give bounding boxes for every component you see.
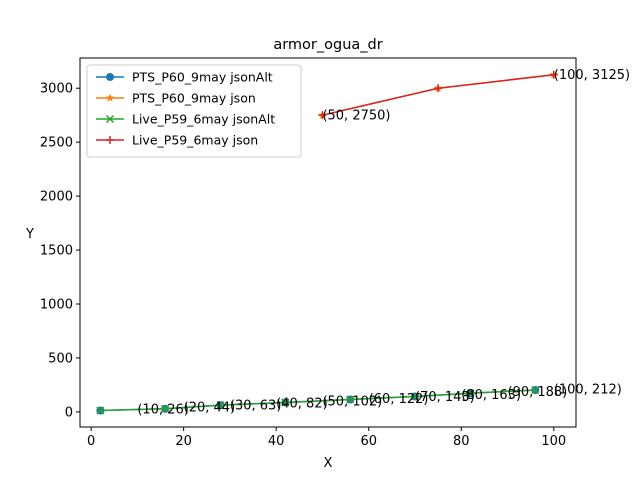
- legend-label: Live_P59_6may jsonAlt: [132, 112, 275, 127]
- marker-stroke: [531, 385, 540, 395]
- legend-label: Live_P59_6may json: [132, 133, 258, 148]
- legend-item: Live_P59_6may json: [96, 133, 258, 148]
- plot-frame: [79, 57, 577, 428]
- legend-marker: [105, 114, 115, 124]
- x-tick-label: 40: [268, 434, 285, 449]
- chart-title: armor_ogua_dr: [273, 37, 382, 53]
- data-label: (90, 188): [508, 385, 568, 400]
- data-point: [531, 385, 540, 395]
- x-tick-label: 20: [175, 434, 192, 449]
- data-label: (60, 122): [369, 392, 429, 407]
- legend-marker: [106, 136, 114, 144]
- data-point: [216, 401, 225, 410]
- y-tick-label: 1000: [40, 298, 73, 313]
- y-tick-label: 1500: [40, 244, 73, 259]
- y-tick-label: 2500: [40, 136, 73, 151]
- marker-stroke: [466, 389, 475, 398]
- y-tick-label: 3000: [40, 82, 73, 97]
- data-label: (30, 63): [230, 399, 282, 414]
- data-label: (50, 102): [322, 394, 382, 409]
- data-point: [346, 395, 355, 404]
- data-point: [318, 111, 327, 120]
- data-label: (10, 26): [137, 403, 189, 418]
- data-point: [466, 389, 475, 398]
- marker-stroke: [161, 404, 170, 413]
- marker-stroke: [216, 401, 225, 410]
- legend-box: [86, 64, 302, 158]
- marker-stroke: [281, 398, 290, 407]
- y-tick-label: 2000: [40, 190, 73, 205]
- legend-marker: [105, 93, 115, 102]
- data-point: [161, 404, 170, 413]
- data-point: [281, 398, 290, 407]
- series-2: [96, 385, 540, 415]
- series-line: [100, 389, 536, 412]
- x-tick-label: 80: [453, 434, 470, 449]
- data-label: (50, 2750): [322, 109, 390, 124]
- legend: PTS_P60_9may jsonAlt PTS_P60_9may json Liv…: [86, 64, 302, 158]
- marker-stroke: [410, 392, 420, 401]
- x-tick-label: 100: [541, 434, 566, 449]
- x-axis-label: X: [324, 456, 333, 471]
- data-point: [410, 392, 420, 401]
- legend-item: PTS_P60_9may json: [96, 91, 256, 106]
- marker-stroke: [346, 395, 355, 404]
- legend-label: PTS_P60_9may json: [132, 91, 256, 106]
- legend-label: PTS_P60_9may jsonAlt: [132, 70, 273, 85]
- legend-marker: [106, 73, 114, 81]
- y-axis-label: Y: [25, 227, 34, 242]
- x-tick-label: 0: [87, 434, 95, 449]
- data-label: (40, 82): [276, 397, 328, 412]
- data-label: (80, 163): [461, 388, 521, 403]
- y-tick-label: 0: [65, 405, 73, 420]
- data-point: [434, 84, 443, 93]
- data-point: [549, 70, 558, 79]
- legend-item: PTS_P60_9may jsonAlt: [96, 70, 273, 85]
- data-label: (70, 143): [415, 390, 475, 405]
- data-label: (20, 44): [184, 401, 236, 416]
- series-3: [318, 70, 558, 120]
- legend-item: Live_P59_6may jsonAlt: [96, 112, 275, 127]
- marker-stroke: [105, 114, 115, 124]
- y-tick-label: 500: [48, 351, 73, 366]
- data-point: [96, 406, 105, 415]
- data-label: (100, 3125): [554, 68, 630, 83]
- marker-stroke: [96, 406, 105, 415]
- data-label: (100, 212): [554, 383, 622, 398]
- x-tick-label: 60: [360, 434, 377, 449]
